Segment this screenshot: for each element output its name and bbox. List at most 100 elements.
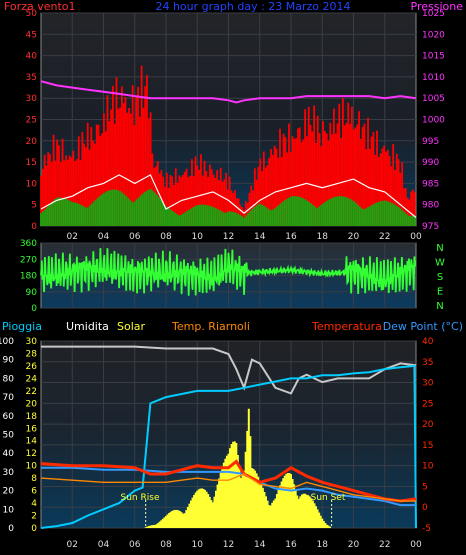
x-tick-top: 18 [317,232,329,242]
pressure-tick-label: 1005 [422,94,445,104]
wind-tick-label: 20 [26,137,38,147]
temp-tick-label: 35 [422,358,433,368]
rain-tick-label: 30 [26,337,38,347]
pressure-tick-label: 1020 [422,30,445,40]
legend-dewpoint: Dew Point (°C) [383,320,463,333]
wind-tick-label: 0 [31,222,37,232]
pressure-tick-label: 1010 [422,73,445,83]
temperature-line [40,473,416,502]
dir-tick-label: 90 [26,288,38,298]
x-tick-bottom: 22 [379,540,390,550]
temp-tick-label: 25 [422,399,433,409]
sunset-annotation: Sun Set [311,493,346,503]
wind-tick-label: 5 [31,201,37,211]
chart-title: 24 hour graph day : 23 Marzo 2014 [155,0,350,13]
x-tick-bottom: 12 [223,540,234,550]
x-tick-bottom: 10 [192,540,204,550]
wind-tick-label: 10 [26,179,38,189]
rain-line [40,364,417,529]
compass-label: W [435,258,445,269]
x-tick-top: 16 [285,232,297,242]
wind-tick-label: 45 [26,30,37,40]
rain-tick-label: 6 [31,487,37,497]
pressure-tick-label: 985 [422,179,439,189]
wind-tick-label: 35 [26,73,37,83]
rain-tick-label: 24 [26,374,38,384]
rain-tick-label: 12 [26,449,37,459]
rain-tick-label: 22 [26,387,37,397]
dir-tick-label: 0 [31,304,37,314]
rain-tick-label: 10 [26,462,38,472]
dir-tick-label: 360 [20,239,37,249]
dir-tick-label: 270 [20,255,37,265]
wind-speed-line [40,174,417,218]
pressure-tick-label: 980 [422,201,439,211]
temp-tick-label: -5 [422,524,431,534]
x-tick-bottom: 20 [348,540,360,550]
humidity-tick-label: 70 [3,393,15,403]
humidity-tick-label: 50 [3,431,15,441]
rain-tick-label: 8 [31,474,37,484]
chart-marks [40,65,417,529]
x-tick-top: 20 [348,232,360,242]
humidity-tick-label: 90 [3,356,15,366]
x-tick-top: 22 [379,232,390,242]
rain-tick-label: 2 [31,512,37,522]
temp-tick-label: 15 [422,441,433,451]
dir-tick-label: 180 [20,272,37,282]
legend-solar: Solar [117,320,146,333]
dewpoint-line [41,466,416,507]
humidity-tick-label: 0 [8,524,14,534]
rain-tick-label: 18 [26,412,38,422]
wind-tick-label: 25 [26,116,37,126]
rain-tick-label: 20 [26,399,38,409]
humidity-tick-label: 40 [3,449,15,459]
legend-temperature: Temperatura [311,320,382,333]
pressure-line [40,80,417,104]
wind-tick-label: 40 [26,52,38,62]
tick-labels: 0510152025303540455097598098599099510001… [0,9,445,550]
temp-tick-label: 0 [422,503,428,513]
sunrise-annotation: Sun Rise [121,493,160,503]
wind-direction-line [40,248,417,296]
x-tick-bottom: 14 [254,540,266,550]
pressure-tick-label: 975 [422,222,439,232]
x-tick-top: 00 [410,232,422,242]
wind-tick-label: 50 [26,9,38,19]
humidity-line [41,345,417,395]
x-tick-bottom: 16 [285,540,297,550]
x-tick-top: 08 [160,232,172,242]
wind-axis-title: Forza vento1 [4,0,76,13]
legend-feels: Temp. Riarnoli [171,320,250,333]
rain-tick-label: 14 [26,437,38,447]
x-tick-top: 04 [98,232,110,242]
x-tick-bottom: 06 [129,540,141,550]
temp-tick-label: 30 [422,379,434,389]
temp-tick-label: 5 [422,482,428,492]
x-tick-top: 02 [67,232,78,242]
pressure-axis-title: Pressione [411,0,464,13]
x-tick-top: 06 [129,232,141,242]
wind-tick-label: 30 [26,94,38,104]
x-tick-top: 12 [223,232,234,242]
pressure-tick-label: 1015 [422,52,445,62]
temp-tick-label: 40 [422,337,434,347]
humidity-tick-label: 10 [3,505,15,515]
x-tick-bottom: 02 [67,540,78,550]
rain-tick-label: 28 [26,349,38,359]
compass-label: E [437,287,443,298]
pressure-tick-label: 990 [422,158,439,168]
x-tick-bottom: 04 [98,540,110,550]
humidity-tick-label: 20 [3,487,15,497]
temp-tick-label: 20 [422,420,434,430]
x-tick-bottom: 00 [410,540,422,550]
compass-label: S [437,272,443,283]
compass-label: N [436,243,443,254]
pressure-tick-label: 1025 [422,9,445,19]
wind-tick-label: 15 [26,158,37,168]
temp-tick-label: 10 [422,462,434,472]
humidity-tick-label: 60 [3,412,15,422]
x-tick-bottom: 08 [160,540,172,550]
legend-humidity: Umidita [66,320,109,333]
